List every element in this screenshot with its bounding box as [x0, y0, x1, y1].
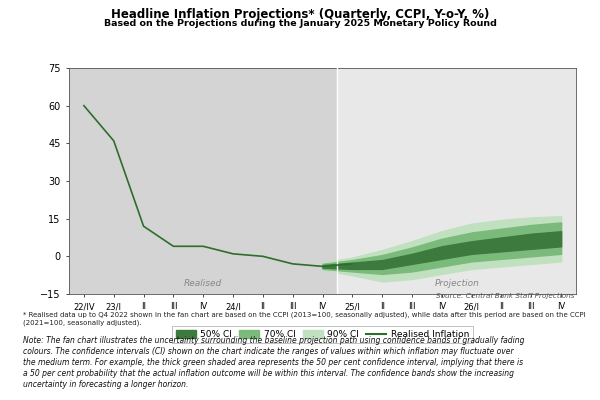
Text: Based on the Projections during the January 2025 Monetary Policy Round: Based on the Projections during the Janu…: [104, 19, 496, 28]
Text: Headline Inflation Projections* (Quarterly, CCPI, Y-o-Y, %): Headline Inflation Projections* (Quarter…: [111, 8, 489, 21]
Text: * Realised data up to Q4 2022 shown in the fan chart are based on the CCPI (2013: * Realised data up to Q4 2022 shown in t…: [23, 311, 586, 326]
Bar: [69, 68, 337, 294]
Bar: [337, 68, 576, 294]
Text: Realised: Realised: [184, 279, 223, 288]
Legend: 50% CI, 70% CI, 90% CI, Realised Inflation: 50% CI, 70% CI, 90% CI, Realised Inflati…: [172, 326, 473, 342]
Text: Note: The fan chart illustrates the uncertainty surrounding the baseline project: Note: The fan chart illustrates the unce…: [23, 336, 524, 390]
Text: Source: Central Bank Staff Projections: Source: Central Bank Staff Projections: [436, 293, 575, 299]
Text: Projection: Projection: [434, 279, 479, 288]
